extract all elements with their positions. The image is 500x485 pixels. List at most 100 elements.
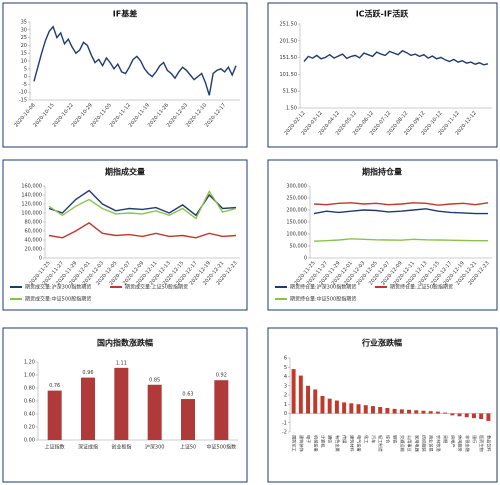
y-tick-label: 10: [21, 59, 27, 65]
bar: [320, 395, 325, 414]
legend-label: 期货持仓量:沪深300指数期货: [290, 284, 356, 291]
x-tick-label: 汽车: [370, 435, 377, 443]
bar: [378, 407, 383, 414]
bar: [363, 405, 368, 414]
x-tick-label: 农林牧渔: [435, 435, 442, 452]
bar: [47, 390, 62, 440]
y-tick-label: 1.20: [24, 360, 35, 366]
value-label: 1.11: [116, 360, 127, 366]
y-tick-label: 20: [21, 43, 27, 49]
chart-title: 行业涨跌幅: [361, 338, 402, 348]
y-tick-label: 0: [284, 411, 287, 417]
bar: [327, 398, 332, 414]
x-tick-label: 休闲服务: [457, 435, 464, 453]
panel-frame: [2, 159, 248, 311]
bar: [114, 367, 129, 440]
legend-label: 期货成交量:上证50股指期货: [125, 284, 188, 291]
x-tick-label: 传媒: [341, 435, 348, 444]
y-tick-label: 0.20: [24, 425, 35, 431]
line-series: [313, 208, 488, 215]
line-series: [48, 222, 237, 239]
panel-frame: [2, 327, 248, 483]
y-tick-label: 300,000: [286, 184, 307, 190]
bar: [421, 410, 426, 414]
x-tick-label: 国防军工: [291, 435, 298, 452]
bar: [385, 407, 390, 414]
x-tick-label: 食品饮料: [485, 435, 492, 453]
x-tick-label: 家用电器: [413, 435, 420, 453]
y-tick-label: 1.50: [286, 106, 297, 112]
x-tick-label: 通信: [327, 435, 334, 443]
y-tick-label: 101.50: [280, 72, 298, 78]
bar: [479, 413, 484, 420]
x-tick-label: 非银金融: [464, 435, 471, 453]
x-tick-label: 电气设备: [356, 435, 363, 453]
y-tick-label: 15: [21, 51, 27, 57]
bar: [214, 380, 229, 440]
value-label: 0.92: [216, 373, 227, 379]
x-tick-label: 房地产: [449, 435, 456, 448]
y-tick-label: 5: [284, 365, 287, 371]
value-label: 0.63: [182, 392, 193, 398]
bar: [298, 375, 303, 414]
x-tick-label: 上证50: [180, 444, 196, 451]
line-series: [303, 49, 489, 66]
line-series: [33, 25, 237, 96]
y-tick-label: 160,000: [21, 184, 42, 190]
x-tick-label: 建筑装饰: [298, 435, 305, 452]
y-tick-label: 4: [284, 374, 287, 380]
chart-title: 国内指数涨跌幅: [97, 338, 153, 348]
y-tick-label: 20,000: [25, 247, 43, 253]
x-tick-label: 有色金属: [334, 435, 341, 452]
y-tick-label: -15: [19, 98, 27, 104]
legend-label: 期货持仓量:中证500股指期货: [290, 296, 356, 303]
bar: [399, 409, 404, 414]
bar: [392, 408, 397, 414]
y-tick-label: 0.60: [24, 399, 35, 405]
y-tick-label: 40,000: [25, 238, 43, 244]
y-tick-label: 100,000: [286, 232, 307, 238]
bar: [414, 410, 419, 414]
y-tick-label: 1.00: [24, 373, 35, 379]
chart-title: IF基差: [113, 9, 137, 19]
bar: [471, 413, 476, 419]
bar: [428, 411, 433, 414]
bar: [342, 402, 347, 414]
x-tick-label: 医药生物: [478, 435, 485, 452]
y-tick-label: 120,000: [21, 202, 42, 208]
bar: [464, 413, 469, 418]
y-tick-label: 100,000: [21, 211, 42, 217]
bar: [291, 369, 296, 414]
x-tick-label: 综合: [384, 435, 391, 444]
y-tick-label: 2: [284, 393, 287, 399]
legend-label: 期货成交量:沪深300指数期货: [25, 284, 91, 291]
x-tick-label: 建筑材料: [348, 435, 355, 453]
x-tick-label: 轻工制造: [377, 435, 384, 453]
y-tick-label: 35: [21, 20, 27, 26]
y-tick-label: 5: [24, 66, 27, 72]
y-tick-label: 251.50: [280, 22, 298, 28]
value-label: 0.85: [149, 377, 160, 383]
panel-frame: [267, 327, 498, 483]
y-tick-label: -5: [22, 82, 27, 88]
value-label: 0.76: [49, 383, 60, 389]
line-series: [313, 238, 488, 242]
x-tick-label: 纺织服装: [420, 435, 427, 453]
x-tick-label: 中证500指数: [207, 444, 237, 451]
y-tick-label: 1: [284, 402, 287, 408]
chart-title: 期指成交量: [105, 167, 145, 177]
x-tick-label: 计算机: [319, 435, 326, 448]
x-tick-label: 电子: [306, 435, 312, 443]
x-tick-label: 商业贸易: [428, 435, 435, 452]
bar: [181, 399, 195, 440]
bar: [443, 412, 448, 414]
panel-frame: [267, 159, 498, 311]
y-tick-label: 80,000: [25, 220, 43, 226]
y-tick-label: 0.80: [24, 386, 35, 392]
y-tick-label: 0: [24, 74, 27, 80]
y-tick-label: 0: [304, 256, 307, 262]
y-tick-label: 50,000: [290, 244, 308, 250]
bar: [486, 413, 491, 421]
bar: [306, 385, 311, 414]
